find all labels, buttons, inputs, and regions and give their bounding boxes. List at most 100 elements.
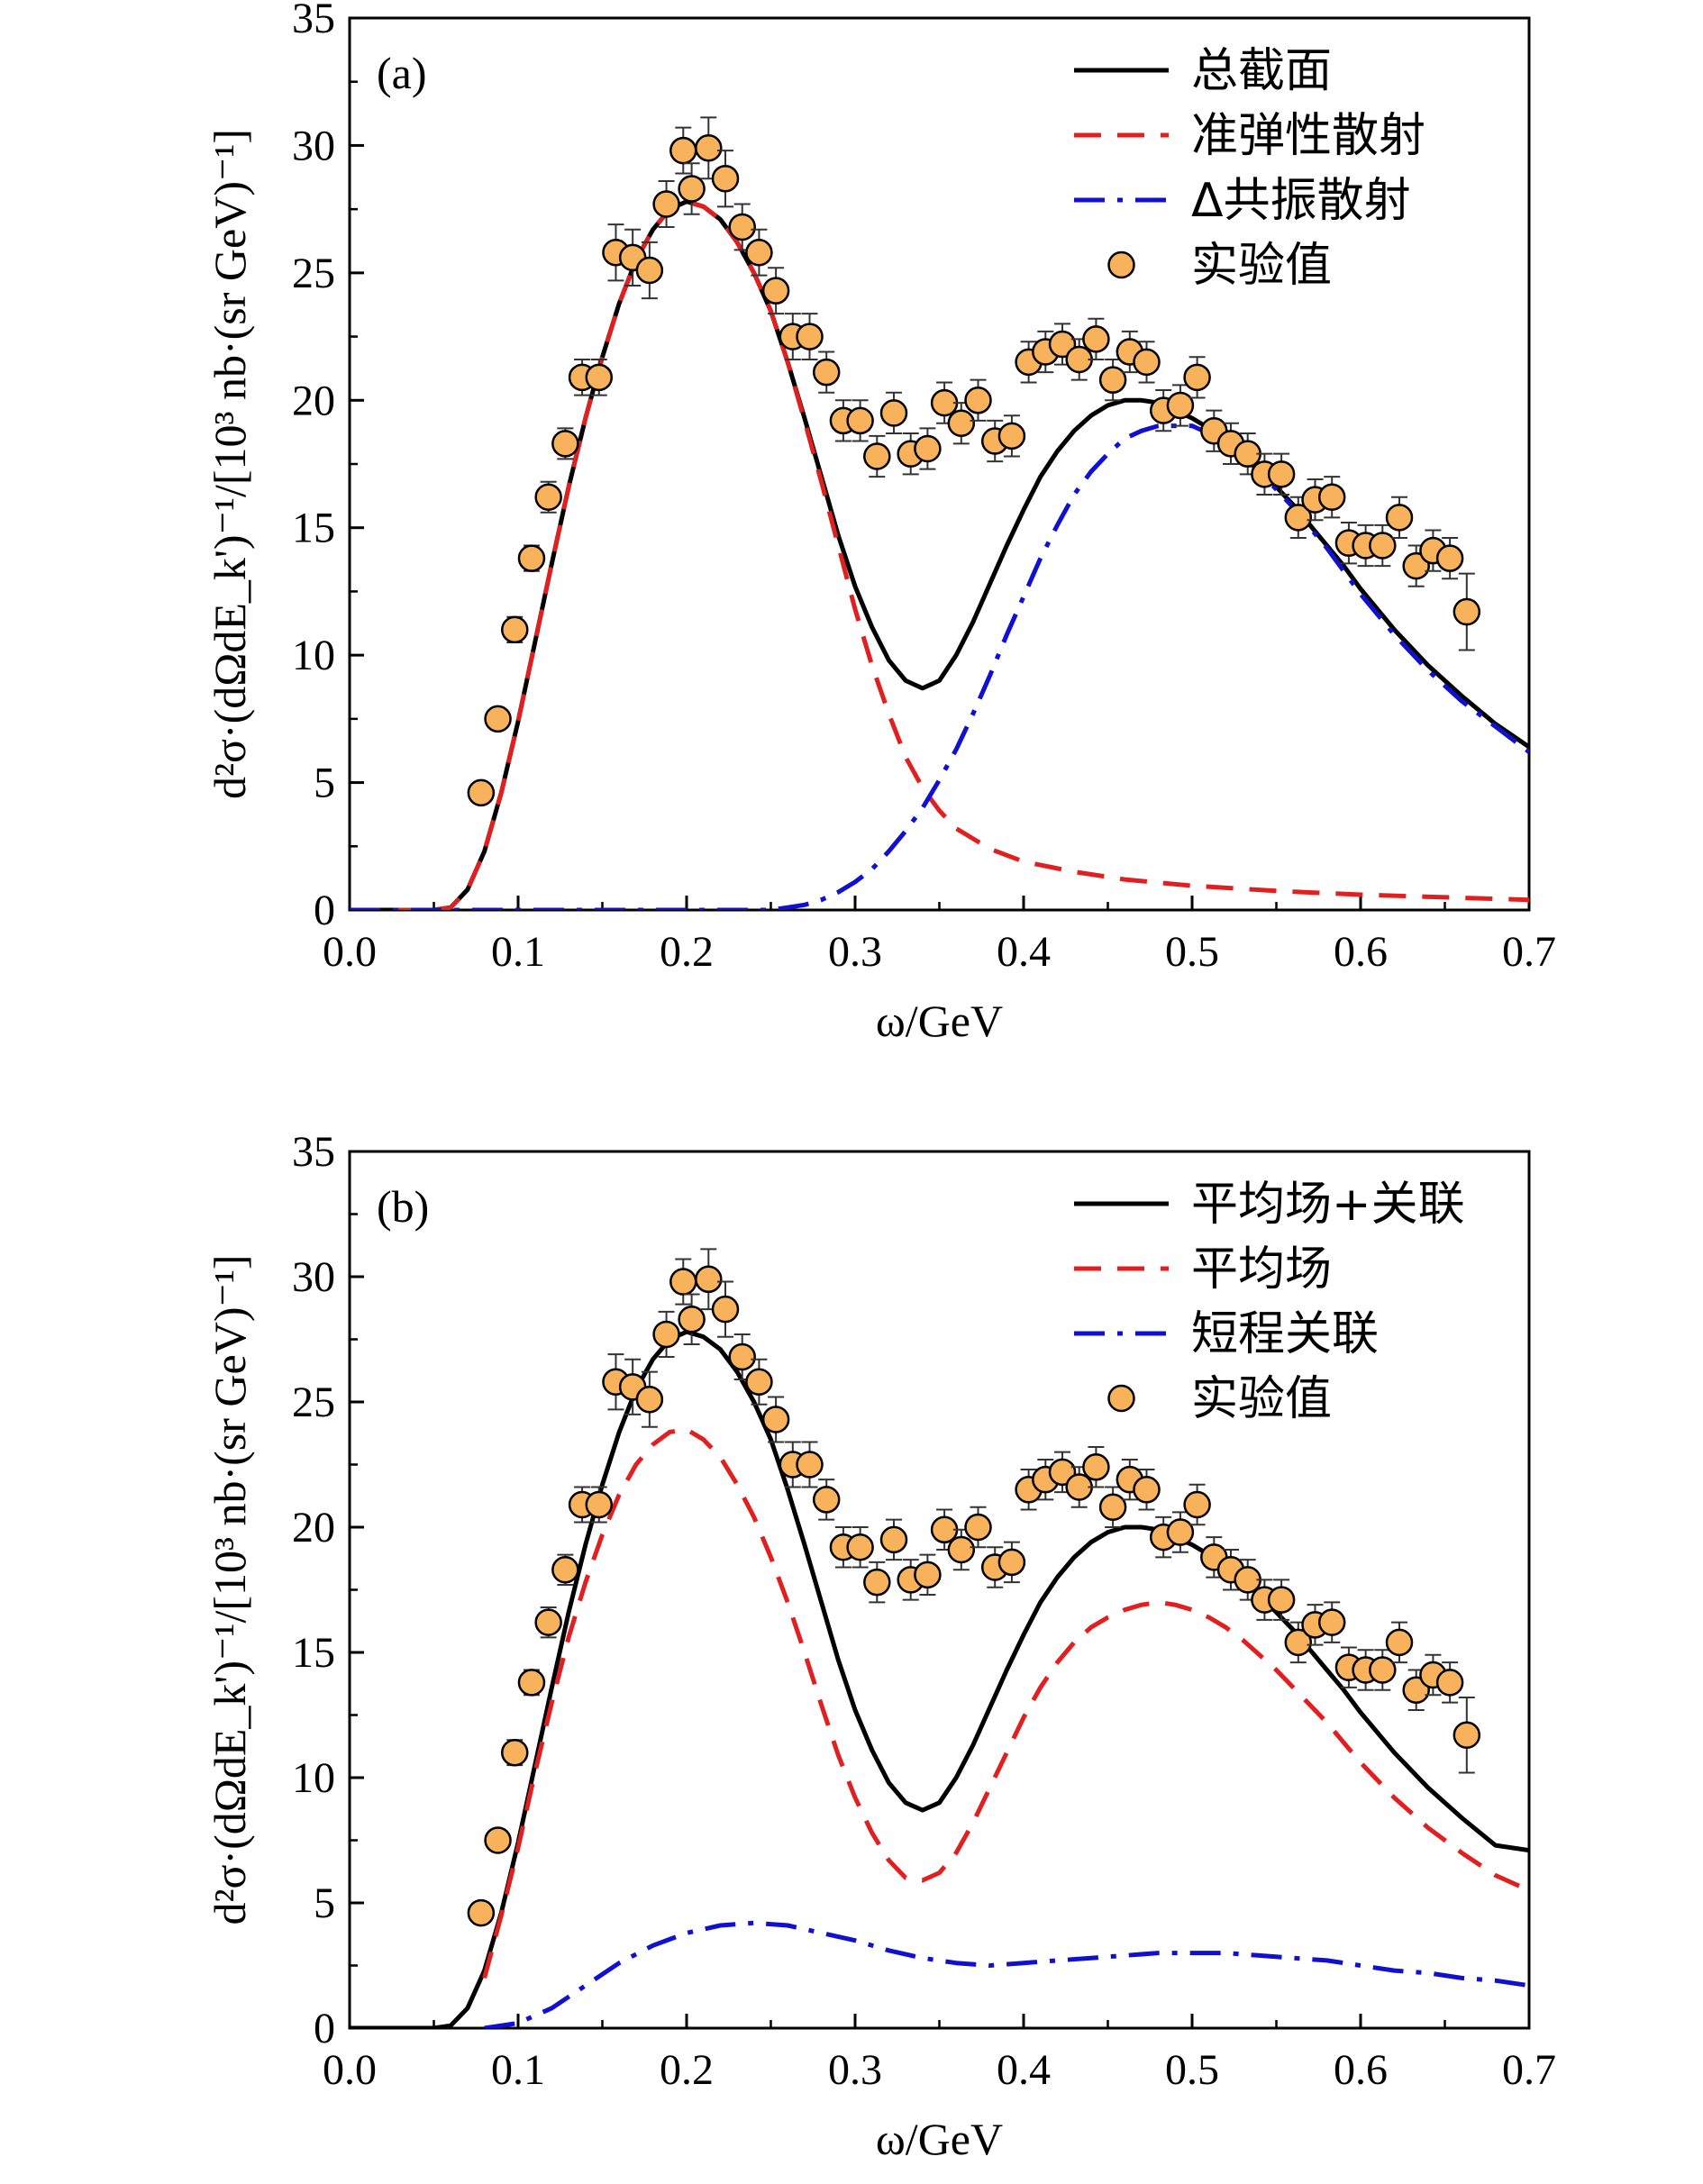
data-marker [1166,391,1195,420]
data-point [761,1396,790,1443]
data-point [652,1310,680,1358]
data-point [728,1333,756,1380]
data-marker [695,1265,723,1294]
data-marker [863,1568,891,1597]
data-marker [1048,330,1077,359]
x-tick-label: 0.4 [997,2046,1051,2094]
plot-frame [348,1150,1531,2030]
series-line-2 [350,423,1529,910]
data-marker [551,430,579,458]
data-point [1402,544,1430,587]
data-marker [467,778,496,807]
data-point [1166,1511,1195,1553]
data-marker [1284,1628,1313,1657]
data-point [1166,384,1195,427]
data-point [678,1293,706,1346]
data-marker [1402,551,1430,580]
data-point [964,378,992,422]
y-tick-label: 0 [314,2005,335,2052]
data-point [812,1479,841,1521]
data-point [914,427,942,470]
data-point [879,391,908,435]
data-marker [728,213,756,241]
data-point [585,1486,614,1524]
y-tick-label: 0 [314,887,335,934]
x-tick-label: 0.3 [828,928,882,976]
data-marker [1082,1453,1110,1481]
data-point [997,1541,1026,1584]
data-point [812,350,841,394]
x-axis-title: ω/GeV [876,996,1003,1046]
x-tick-label: 0.7 [1502,2046,1556,2094]
data-marker [534,1608,562,1636]
data-marker [711,164,740,193]
data-marker [914,1561,942,1589]
y-tick-label: 10 [292,632,335,679]
data-marker [1453,1721,1481,1749]
data-point [1183,1483,1211,1526]
data-marker [1435,544,1464,572]
data-marker [1317,483,1346,512]
data-point [467,778,496,807]
data-marker [517,544,546,572]
data-point [1133,1469,1161,1511]
data-point [1435,1661,1464,1704]
data-point [796,1441,824,1488]
data-point [484,1826,512,1854]
data-point [846,1526,874,1569]
x-tick-label: 0.6 [1334,2046,1388,2094]
data-point [484,705,512,733]
legend-label: 准弹性散射 [1191,109,1425,163]
data-point [1098,359,1127,402]
data-marker [467,1898,496,1927]
data-point [1435,537,1464,580]
data-point [678,162,706,215]
data-marker [501,1738,529,1767]
data-marker [1369,532,1397,560]
data-marker [947,1535,976,1564]
data-marker [652,190,680,218]
legend-label: 平均场+关联 [1191,1178,1465,1232]
data-marker [964,1513,992,1542]
data-marker [745,1368,773,1397]
data-point [517,544,546,572]
data-marker [1369,1656,1397,1684]
data-marker [728,1342,756,1371]
data-marker [846,406,874,435]
data-point [745,1358,773,1406]
data-marker [1098,366,1127,394]
data-marker [1166,1518,1195,1546]
data-marker [551,1556,579,1584]
y-tick-label: 20 [292,1504,335,1552]
data-point [1385,1621,1414,1664]
legend-label: Δ共振散射 [1191,174,1411,228]
data-point [695,1248,723,1311]
x-tick-label: 0.2 [660,2046,714,2094]
data-point [879,1518,908,1561]
y-tick-label: 15 [292,1629,335,1677]
data-marker [997,1548,1026,1577]
data-point [711,1280,740,1338]
y-tick-label: 35 [292,1128,335,1176]
x-tick-label: 0.0 [323,928,377,976]
y-tick-label: 5 [314,1879,335,1927]
x-tick-label: 0.1 [491,928,545,976]
data-marker [761,277,790,305]
data-point [669,126,697,175]
data-marker [796,323,824,350]
data-point [796,313,824,361]
data-point [1453,1697,1481,1774]
data-marker [997,422,1026,450]
data-point [1133,341,1161,384]
data-marker [484,705,512,733]
legend-label: 实验值 [1191,239,1332,293]
data-marker [761,1406,790,1433]
data-points [467,1248,1481,1927]
y-tick-label: 5 [314,760,335,807]
data-marker [964,387,992,414]
data-marker [1284,504,1313,532]
data-marker [484,1826,512,1854]
data-marker [635,256,664,285]
data-marker [1098,1493,1127,1522]
